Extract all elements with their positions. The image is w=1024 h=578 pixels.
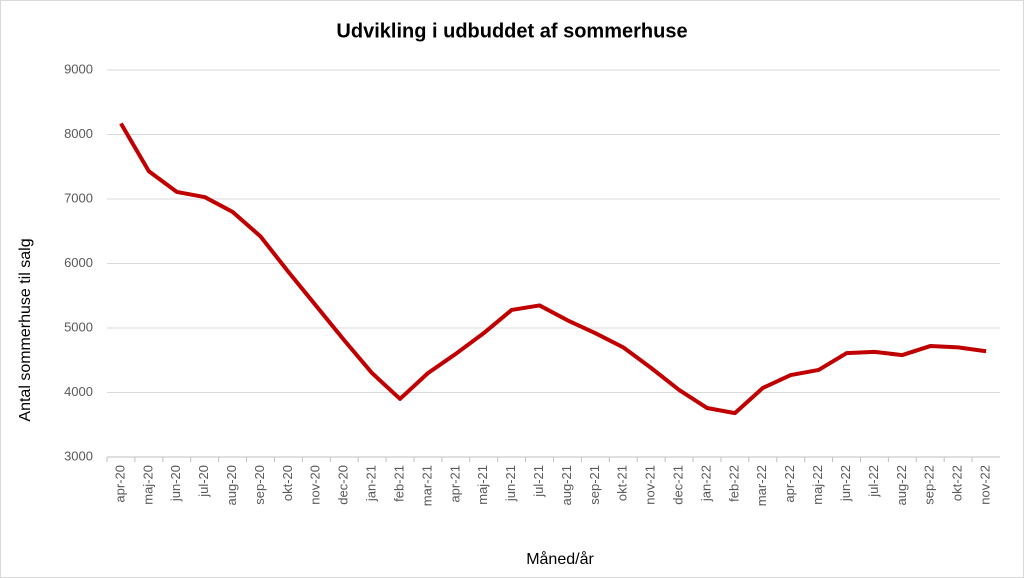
- y-tick-label: 4000: [64, 384, 93, 399]
- x-tick-label: jul-21: [531, 465, 546, 498]
- x-tick-label: apr-22: [782, 465, 797, 503]
- x-axis-title: Måned/år: [526, 550, 594, 568]
- x-tick-label: jan-22: [698, 465, 713, 502]
- x-tick-label: feb-21: [391, 465, 406, 502]
- x-tick-label: okt-21: [615, 465, 630, 501]
- x-tick-label: maj-21: [475, 465, 490, 505]
- x-tick-label: nov-20: [308, 465, 323, 505]
- x-tick-label: jul-22: [866, 465, 881, 498]
- x-tick-label: apr-21: [447, 465, 462, 503]
- y-tick-label: 8000: [64, 126, 93, 141]
- y-tick-label: 9000: [64, 61, 93, 76]
- y-tick-label: 3000: [64, 448, 93, 463]
- x-tick-label: nov-21: [643, 465, 658, 505]
- x-tick-label: maj-20: [140, 465, 155, 505]
- x-tick-label: aug-20: [224, 465, 239, 505]
- x-tick-label: aug-21: [559, 465, 574, 505]
- x-tick-label: maj-22: [810, 465, 825, 505]
- y-axis-title: Antal sommerhuse til salg: [17, 238, 34, 421]
- x-tick-label: feb-22: [726, 465, 741, 502]
- chart-title: Udvikling i udbuddet af sommerhuse: [336, 20, 687, 42]
- x-tick-label: okt-22: [950, 465, 965, 501]
- x-tick-label: dec-20: [336, 465, 351, 505]
- y-tick-label: 6000: [64, 255, 93, 270]
- x-tick-label: jun-22: [838, 465, 853, 502]
- x-tick-label: aug-22: [894, 465, 909, 505]
- x-tick-label: jun-20: [168, 465, 183, 502]
- x-tick-label: sep-22: [922, 465, 937, 505]
- x-tick-label: sep-20: [252, 465, 267, 505]
- x-tick-label: jul-20: [196, 465, 211, 498]
- x-tick-label: dec-21: [671, 465, 686, 505]
- line-series: [119, 122, 987, 416]
- x-tick-label: mar-21: [419, 465, 434, 506]
- x-tick-label: nov-22: [977, 465, 992, 505]
- x-tick-label: jan-21: [364, 465, 379, 502]
- x-tick-label: okt-20: [280, 465, 295, 501]
- x-tick-label: mar-22: [754, 465, 769, 506]
- x-tick-label: apr-20: [112, 465, 127, 503]
- y-tick-label: 7000: [64, 190, 93, 205]
- x-tick-label: jun-21: [503, 465, 518, 502]
- x-tick-label: sep-21: [587, 465, 602, 505]
- y-tick-label: 5000: [64, 319, 93, 334]
